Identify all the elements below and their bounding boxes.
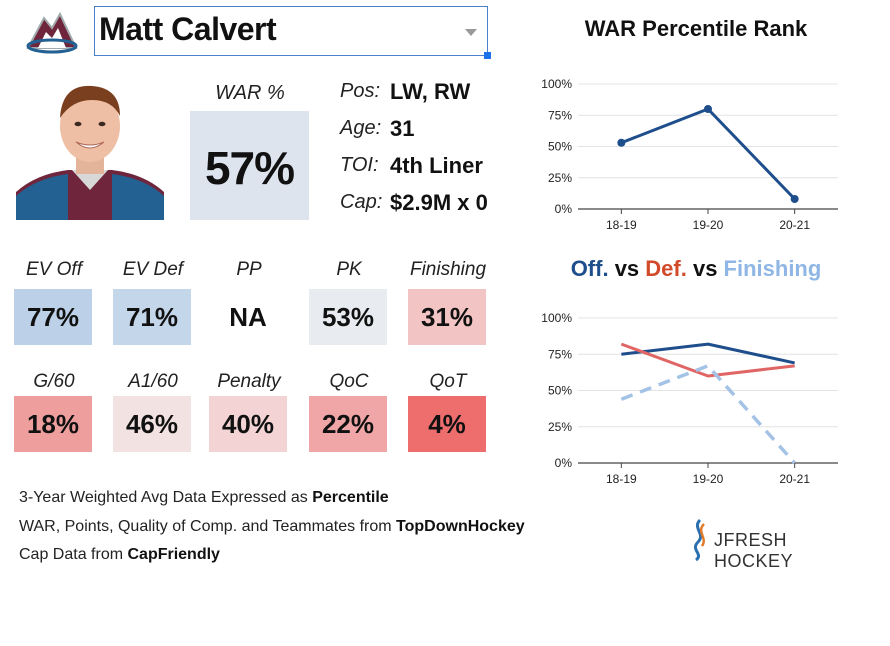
x-tick-label: 20-21 bbox=[779, 472, 810, 485]
y-tick-label: 25% bbox=[548, 171, 572, 185]
stat-tile-a160: 46% bbox=[113, 396, 191, 452]
title-def: Def. bbox=[645, 256, 687, 281]
stat-tile-penalty: 40% bbox=[209, 396, 287, 452]
y-tick-label: 75% bbox=[548, 108, 572, 122]
y-tick-label: 0% bbox=[555, 202, 573, 216]
stat-tile-pk: 53% bbox=[309, 289, 387, 345]
resize-handle[interactable] bbox=[484, 52, 491, 59]
footer-line-3-text: Cap Data from bbox=[19, 546, 128, 563]
title-finishing: Finishing bbox=[723, 256, 822, 281]
footer-line-1: 3-Year Weighted Avg Data Expressed as Pe… bbox=[19, 489, 389, 507]
stat-label-finishing: Finishing bbox=[409, 259, 487, 280]
war-chart-title: WAR Percentile Rank bbox=[584, 16, 808, 41]
player-name: Matt Calvert bbox=[99, 11, 277, 47]
player-select[interactable]: Matt Calvert bbox=[94, 6, 491, 59]
stat-tile-ev-off: 77% bbox=[14, 289, 92, 345]
y-tick-label: 100% bbox=[541, 77, 572, 91]
off-def-finishing-chart: 0% 25% 50% 75% 100% 18-19 19-20 20-21 bbox=[541, 311, 838, 485]
footer-line-3: Cap Data from CapFriendly bbox=[19, 546, 220, 564]
x-tick-label: 18-19 bbox=[606, 472, 637, 485]
stat-label-penalty: Penalty bbox=[217, 371, 281, 392]
title-vs-2: vs bbox=[686, 256, 724, 281]
series-line-war bbox=[620, 107, 796, 201]
info-age-value: 31 bbox=[390, 116, 415, 141]
series-line-def bbox=[620, 342, 795, 378]
stat-tile-ev-def: 71% bbox=[113, 289, 191, 345]
footer-line-3-bold: CapFriendly bbox=[127, 546, 220, 563]
y-tick-label: 25% bbox=[548, 420, 572, 434]
war-label: WAR % bbox=[215, 82, 285, 104]
series-line-finishing bbox=[620, 364, 796, 465]
stat-tile-pp: NA bbox=[209, 289, 287, 345]
split-chart-title: Off. vs Def. vs Finishing bbox=[540, 256, 852, 282]
player-photo bbox=[16, 70, 164, 220]
y-tick-label: 0% bbox=[555, 456, 573, 470]
chevron-down-icon[interactable] bbox=[465, 29, 477, 36]
info-toi-value: 4th Liner bbox=[390, 153, 483, 178]
data-point bbox=[790, 195, 799, 203]
info-pos-value: LW, RW bbox=[390, 79, 471, 104]
stat-label-a160: A1/60 bbox=[128, 371, 178, 392]
brand-text: JFRESH HOCKEY bbox=[714, 530, 794, 571]
footer-line-2-bold: TopDownHockey bbox=[396, 518, 525, 535]
info-pos-key: Pos: bbox=[340, 80, 381, 102]
x-tick-label: 19-20 bbox=[693, 218, 724, 232]
war-value-box: 57% bbox=[190, 111, 309, 220]
y-tick-label: 50% bbox=[548, 384, 572, 398]
team-logo bbox=[24, 8, 80, 56]
stat-label-ev-off: EV Off bbox=[26, 259, 82, 280]
data-point bbox=[617, 138, 626, 147]
stat-label-ev-def: EV Def bbox=[122, 259, 184, 280]
x-tick-label: 18-19 bbox=[606, 218, 637, 232]
series-line-off bbox=[621, 342, 795, 365]
x-tick-label: 19-20 bbox=[693, 472, 724, 485]
y-tick-label: 50% bbox=[548, 140, 572, 154]
title-vs-1: vs bbox=[608, 256, 646, 281]
data-point bbox=[704, 105, 712, 113]
war-percentile-chart: 0% 25% 50% 75% 100% 18-19 19-20 20-21 bbox=[541, 77, 838, 232]
stat-tile-finishing: 31% bbox=[408, 289, 486, 345]
brand-logo: JFRESH HOCKEY bbox=[686, 518, 866, 571]
footer-line-2-text: WAR, Points, Quality of Comp. and Teamma… bbox=[19, 518, 397, 535]
info-age-key: Age: bbox=[340, 117, 382, 139]
footer-line-1-text: 3-Year Weighted Avg Data Expressed as bbox=[19, 489, 313, 506]
footer-line-2: WAR, Points, Quality of Comp. and Teamma… bbox=[19, 518, 525, 536]
footer-line-1-bold: Percentile bbox=[312, 489, 389, 506]
stat-tile-qoc: 22% bbox=[309, 396, 387, 452]
stat-label-pp: PP bbox=[236, 259, 262, 280]
stat-tile-g60: 18% bbox=[14, 396, 92, 452]
stat-label-g60: G/60 bbox=[33, 371, 75, 392]
info-cap-key: Cap: bbox=[340, 191, 383, 213]
title-off: Off. bbox=[570, 256, 609, 281]
x-tick-label: 20-21 bbox=[779, 218, 810, 232]
y-tick-label: 100% bbox=[541, 311, 572, 325]
stat-label-qot: QoT bbox=[429, 371, 467, 392]
war-value: 57% bbox=[204, 142, 295, 194]
brand-mark-icon bbox=[693, 518, 705, 562]
info-cap-value: $2.9M x 0 bbox=[390, 190, 488, 215]
stat-label-pk: PK bbox=[336, 259, 362, 280]
info-toi-key: TOI: bbox=[340, 154, 379, 176]
y-tick-label: 75% bbox=[548, 347, 572, 361]
stat-tile-qot: 4% bbox=[408, 396, 486, 452]
stat-label-qoc: QoC bbox=[329, 371, 369, 392]
